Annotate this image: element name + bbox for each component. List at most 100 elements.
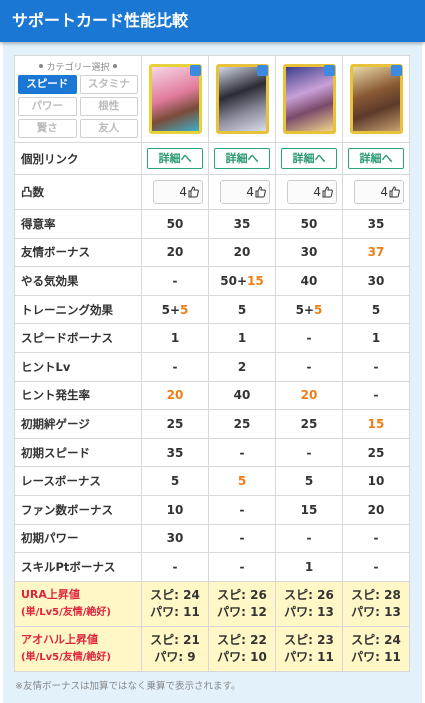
stat-value: -: [275, 523, 343, 554]
bonus-row: URA上昇値 (単/Lv5/友情/絶好) スピ: 24 パワ: 11 スピ: 26 パワ:…: [14, 580, 410, 627]
bonus-value: スピ: 26 パワ: 12: [208, 580, 276, 627]
limit-break-selector[interactable]: 4: [220, 180, 270, 204]
stat-value-text: 20: [166, 388, 184, 403]
bonus-line: パワ: 12: [217, 604, 267, 619]
bonus-value: スピ: 26 パワ: 13: [275, 580, 343, 627]
bonus-line: パワ: 9: [154, 649, 196, 664]
limit-break-value: 4: [246, 185, 254, 199]
row-label: 個別リンク: [14, 142, 142, 175]
stat-value: 35: [208, 209, 276, 239]
stat-value-base: 50+: [220, 273, 248, 288]
footnote: ※友情ボーナスは加算ではなく乗算で表示されます。: [15, 681, 241, 692]
stat-value-bonus: 15: [247, 273, 264, 288]
bonus-line: パワ: 13: [284, 604, 334, 619]
stat-value: 5: [141, 466, 209, 496]
bonus-line: パワ: 11: [351, 649, 401, 664]
row-label: スピードボーナス: [14, 323, 142, 353]
limit-break-value: 4: [380, 185, 388, 199]
stat-value: 40: [208, 380, 276, 411]
stat-value: 20: [141, 380, 209, 411]
row-label: スキルPtボーナス: [14, 552, 142, 582]
card-image[interactable]: [148, 64, 202, 134]
stat-value: 25: [208, 409, 276, 439]
stat-value: 20: [275, 380, 343, 411]
bonus-line: スピ: 26: [284, 587, 334, 602]
bonus-line: パワ: 11: [150, 604, 200, 619]
stat-value: 50: [275, 209, 343, 239]
stat-value: -: [342, 351, 410, 382]
stat-row: スキルPtボーナス - -1-: [14, 552, 410, 582]
bonus-line: スピ: 26: [217, 587, 267, 602]
card-image[interactable]: [349, 64, 403, 134]
stat-value: 20: [141, 237, 209, 268]
card-row: カテゴリー選択 スピード スタミナ パワー 根性 賢さ 友人: [14, 55, 410, 143]
card-image[interactable]: [282, 64, 336, 134]
category-cell: カテゴリー選択 スピード スタミナ パワー 根性 賢さ 友人: [14, 55, 142, 143]
stat-row: 初期絆ゲージ 25 25 25 15: [14, 409, 410, 439]
stat-value: -: [141, 552, 209, 582]
bonus-line: スピ: 21: [150, 632, 200, 647]
category-option[interactable]: 根性: [79, 97, 138, 116]
stat-value: 5: [208, 466, 276, 496]
stat-value: 25: [275, 409, 343, 439]
limit-break-selector[interactable]: 4: [287, 180, 337, 204]
stat-value: 1: [208, 323, 276, 353]
stat-value: 10: [141, 494, 209, 525]
row-label: レースボーナス: [14, 466, 142, 496]
stat-value: -: [275, 351, 343, 382]
bonus-line: スピ: 28: [351, 587, 401, 602]
category-heading: カテゴリー選択: [18, 60, 138, 73]
stat-row: ヒント発生率 20 40 20 -: [14, 380, 410, 411]
stat-value: -: [275, 323, 343, 353]
bonus-value: スピ: 21 パワ: 9: [141, 625, 209, 672]
row-label: URA上昇値 (単/Lv5/友情/絶好): [14, 580, 142, 627]
hand-icon: [389, 186, 400, 198]
card-cell: [208, 55, 276, 143]
bonus-line: パワ: 10: [217, 649, 267, 664]
bonus-value: スピ: 28 パワ: 13: [342, 580, 410, 627]
stat-value: 37: [342, 237, 410, 268]
detail-link[interactable]: 詳細へ: [214, 148, 270, 169]
content: カテゴリー選択 スピード スタミナ パワー 根性 賢さ 友人 個別リンク 詳細へ 詳細へ 詳細へ…: [3, 42, 422, 703]
hand-icon: [322, 186, 333, 198]
category-option[interactable]: スタミナ: [79, 75, 138, 94]
stat-value: 5+5: [141, 294, 209, 325]
category-option[interactable]: スピード: [18, 75, 77, 94]
limit-break-cell: 4: [342, 174, 410, 210]
stat-value-text: 37: [367, 245, 385, 260]
bonus-label: アオハル上昇値: [21, 632, 98, 646]
category-option[interactable]: 友人: [79, 119, 138, 138]
stat-row: 初期スピード 35- -25: [14, 437, 410, 468]
limit-break-selector[interactable]: 4: [153, 180, 203, 204]
limit-break-selector[interactable]: 4: [354, 180, 404, 204]
card-image[interactable]: [215, 64, 269, 134]
category-option[interactable]: パワー: [18, 97, 77, 116]
detail-link[interactable]: 詳細へ: [348, 148, 404, 169]
limit-break-value: 4: [179, 185, 187, 199]
bonus-line: パワ: 13: [351, 604, 401, 619]
link-row: 個別リンク 詳細へ 詳細へ 詳細へ 詳細へ: [14, 142, 410, 175]
bonus-value: スピ: 22 パワ: 10: [208, 625, 276, 672]
stat-value: 50+15: [208, 266, 276, 296]
detail-link[interactable]: 詳細へ: [281, 148, 337, 169]
row-label: 得意率: [14, 209, 142, 239]
bonus-line: スピ: 22: [217, 632, 267, 647]
stat-value: 5+5: [275, 294, 343, 325]
stat-value: 2: [208, 351, 276, 382]
stat-value-text: 15: [367, 416, 385, 431]
table-body: カテゴリー選択 スピード スタミナ パワー 根性 賢さ 友人 個別リンク 詳細へ 詳細へ 詳細へ…: [14, 55, 410, 672]
category-option[interactable]: 賢さ: [18, 119, 77, 138]
stat-value: -: [342, 523, 410, 554]
stat-value: 1: [141, 323, 209, 353]
detail-link[interactable]: 詳細へ: [147, 148, 203, 169]
limit-break-cell: 4: [275, 174, 343, 210]
card-cell: [342, 55, 410, 143]
limit-break-row: 凸数 4 4 4 4: [14, 174, 410, 210]
hand-icon: [188, 186, 199, 198]
row-label: ファン数ボーナス: [14, 494, 142, 525]
link-cell: 詳細へ: [342, 142, 410, 175]
card-cell: [275, 55, 343, 143]
stat-row: ヒントLv -2- -: [14, 351, 410, 382]
comparison-table: カテゴリー選択 スピード スタミナ パワー 根性 賢さ 友人 個別リンク 詳細へ 詳細へ 詳細へ…: [14, 55, 410, 672]
stat-value: 30: [275, 237, 343, 268]
